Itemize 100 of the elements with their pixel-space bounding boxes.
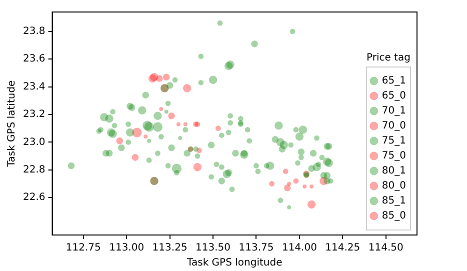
point [218,178,226,184]
legend-label: 65_1 [382,76,406,87]
point [182,84,192,92]
legend-label: 70_0 [382,120,406,132]
y-tick-label: 22.8 [23,164,46,176]
point [164,110,168,114]
point [158,134,164,140]
point [216,126,221,132]
point [208,142,215,148]
y-tick-label: 23.2 [23,109,46,120]
point [156,75,163,82]
point [208,174,214,180]
legend-label: 75_1 [382,136,406,147]
x-tick-label: 113.50 [196,242,231,254]
point [288,142,294,148]
point [106,150,113,157]
point [254,163,259,168]
point [183,122,188,126]
point [155,150,160,156]
point [165,100,171,106]
point [293,178,299,184]
point [214,162,220,168]
point [225,169,232,176]
point [314,135,320,141]
point [218,164,224,170]
point [126,121,132,127]
x-tick-label: 113.25 [152,242,188,254]
point [174,170,180,176]
point [105,114,114,123]
point [244,127,250,132]
point [172,77,178,83]
point [324,172,331,179]
point [310,150,317,157]
point [193,146,198,152]
x-axis-title: Task GPS longitude [186,258,282,269]
legend-label: 85_0 [382,210,406,222]
y-axis-title: Task GPS latitude [6,80,18,168]
point [298,148,305,156]
point [176,122,180,126]
y-tick-label: 22.6 [23,192,46,204]
point [287,182,292,186]
x-tick-label: 113.75 [238,242,274,254]
x-tick-label: 113.00 [109,242,144,254]
point [193,163,202,172]
point [319,154,325,160]
point [328,178,334,184]
point [165,163,171,168]
point [178,136,182,140]
point [307,200,316,209]
legend-label: 70_1 [382,106,406,117]
point [229,186,235,192]
point [287,205,292,210]
point [162,74,170,80]
point [198,54,204,60]
legend-label: 80_1 [382,166,406,177]
y-tick-label: 23.8 [23,26,46,37]
point [226,130,232,136]
point [284,184,291,192]
point [278,146,286,153]
point [146,158,152,163]
point [118,144,125,152]
point [251,40,258,48]
point [126,128,134,137]
point [166,82,174,89]
point [298,126,308,134]
y-tick-label: 23.0 [23,136,46,148]
point [272,136,279,143]
point [154,112,162,120]
point [218,132,224,138]
legend-label: 80_0 [382,180,406,192]
legend-label: 85_1 [382,196,406,207]
legend-label: 75_0 [382,150,406,162]
y-tick-label: 23.4 [23,81,46,92]
point [228,120,234,126]
point [142,92,150,99]
point [168,144,175,152]
point [228,113,234,119]
y-tick-label: 23.6 [23,54,46,65]
point [184,150,190,157]
point [269,181,274,186]
legend-label: 65_0 [382,90,406,102]
point [152,122,163,132]
x-tick-label: 112.75 [66,242,101,254]
point [126,140,132,145]
point [147,138,152,143]
point [308,165,315,172]
x-tick-label: 114.00 [282,242,317,254]
point [198,80,204,86]
point [194,153,200,159]
point [168,112,175,120]
point [112,122,118,128]
point [138,106,146,114]
point [116,137,124,144]
point [274,121,283,130]
point [110,109,116,114]
point [144,134,148,139]
point [282,168,288,174]
point [246,138,252,144]
point [132,154,139,161]
point [302,184,307,189]
